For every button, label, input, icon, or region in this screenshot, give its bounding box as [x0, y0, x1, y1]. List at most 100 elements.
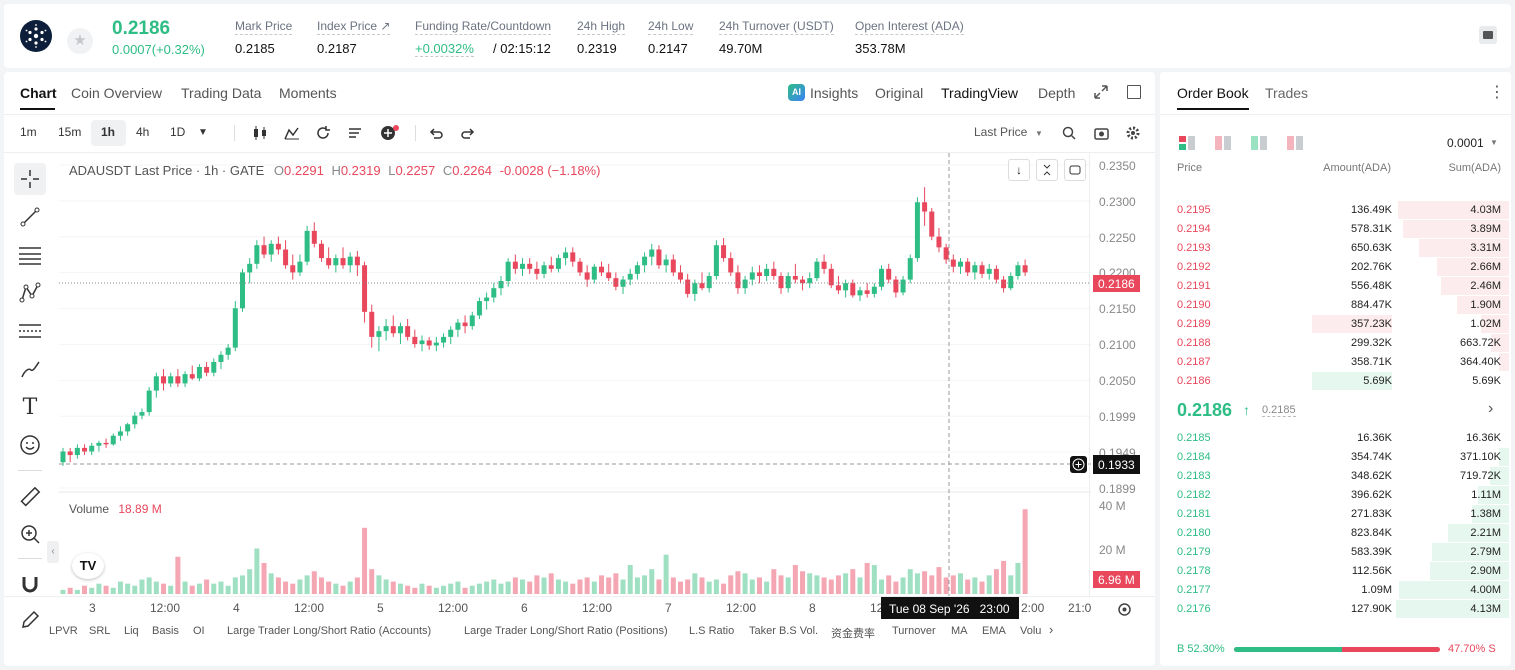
- view-split-icon[interactable]: [1287, 136, 1303, 150]
- interval-15m[interactable]: 15m: [58, 125, 82, 139]
- ob-mark-price[interactable]: 0.2185: [1262, 404, 1296, 417]
- ask-row[interactable]: 0.2186 5.69K 5.69K: [1164, 372, 1509, 391]
- funding-rate-value[interactable]: +0.0032%: [415, 41, 474, 57]
- axis-settings-icon[interactable]: [1117, 602, 1132, 622]
- bid-row[interactable]: 0.2178 112.56K 2.90M: [1164, 562, 1509, 581]
- funding-rate-label[interactable]: Funding Rate/Countdown: [415, 19, 552, 35]
- interval-dropdown-icon[interactable]: ▼: [198, 127, 208, 138]
- view-both-icon[interactable]: [1179, 136, 1195, 150]
- indicator-funding-rate[interactable]: 资金费率: [831, 628, 875, 640]
- ask-row[interactable]: 0.2192 202.76K 2.66M: [1164, 258, 1509, 277]
- indicator-volume[interactable]: Volu: [1020, 625, 1042, 637]
- indicator-turnover[interactable]: Turnover: [892, 625, 936, 637]
- ask-row[interactable]: 0.2187 358.71K 364.40K: [1164, 353, 1509, 372]
- tab-order-book[interactable]: Order Book: [1177, 85, 1249, 101]
- indicator-basis[interactable]: Basis: [152, 625, 179, 637]
- tab-coin-overview[interactable]: Coin Overview: [71, 85, 163, 101]
- tab-original[interactable]: Original: [875, 85, 924, 101]
- more-options-icon[interactable]: ⋮: [1489, 84, 1505, 101]
- ask-row[interactable]: 0.2195 136.49K 4.03M: [1164, 201, 1509, 220]
- price-type-select[interactable]: Last Price: [974, 125, 1028, 139]
- brush-tool-icon[interactable]: [14, 353, 46, 385]
- scroll-down-icon[interactable]: ↓: [1008, 159, 1030, 181]
- indicator-ls-accounts[interactable]: Large Trader Long/Short Ratio (Accounts): [227, 625, 432, 637]
- precision-dropdown-icon[interactable]: ▼: [1490, 138, 1498, 147]
- precision-select[interactable]: 0.0001: [1447, 136, 1484, 150]
- search-icon[interactable]: [1062, 126, 1076, 145]
- emoji-tool-icon[interactable]: [14, 429, 46, 461]
- tradingview-logo-icon[interactable]: TV: [72, 553, 104, 579]
- prediction-tool-icon[interactable]: [14, 315, 46, 347]
- indicator-taker-vol[interactable]: Taker B.S Vol.: [749, 625, 819, 637]
- view-bids-icon[interactable]: [1251, 136, 1267, 150]
- tab-depth[interactable]: Depth: [1038, 85, 1076, 101]
- bid-row[interactable]: 0.2183 348.62K 719.72K: [1164, 467, 1509, 486]
- view-asks-icon[interactable]: [1215, 136, 1231, 150]
- tab-trades[interactable]: Trades: [1265, 85, 1309, 101]
- templates-icon[interactable]: [347, 125, 363, 146]
- ask-row[interactable]: 0.2194 578.31K 3.89M: [1164, 220, 1509, 239]
- window-toggle-icon[interactable]: [1127, 85, 1141, 99]
- pencil-tool-icon[interactable]: [14, 605, 46, 635]
- ask-row[interactable]: 0.2193 650.63K 3.31M: [1164, 239, 1509, 258]
- indicator-srl[interactable]: SRL: [89, 625, 111, 637]
- indicator-ma[interactable]: MA: [951, 625, 968, 637]
- ask-row[interactable]: 0.2189 357.23K 1.02M: [1164, 315, 1509, 334]
- ask-row[interactable]: 0.2191 556.48K 2.46M: [1164, 277, 1509, 296]
- interval-4h[interactable]: 4h: [136, 125, 150, 139]
- settings-gear-icon[interactable]: [1126, 126, 1140, 145]
- price-type-dropdown-icon[interactable]: ▼: [1035, 129, 1043, 138]
- bid-row[interactable]: 0.2182 396.62K 1.11M: [1164, 486, 1509, 505]
- interval-1d[interactable]: 1D: [170, 125, 186, 139]
- bid-row[interactable]: 0.2176 127.90K 4.13M: [1164, 600, 1509, 619]
- tab-moments[interactable]: Moments: [279, 85, 337, 101]
- mark-price-label[interactable]: Mark Price: [235, 19, 293, 35]
- ask-row[interactable]: 0.2190 884.47K 1.90M: [1164, 296, 1509, 315]
- indicators-icon[interactable]: [284, 125, 300, 146]
- indicator-ls-ratio[interactable]: L.S Ratio: [689, 625, 735, 637]
- tab-trading-data[interactable]: Trading Data: [181, 85, 262, 101]
- collapse-icon[interactable]: [1036, 159, 1058, 181]
- ruler-tool-icon[interactable]: [14, 481, 46, 513]
- magnet-tool-icon[interactable]: [14, 568, 46, 600]
- zoom-in-icon[interactable]: [14, 518, 46, 550]
- bid-row[interactable]: 0.2185 16.36K 16.36K: [1164, 429, 1509, 448]
- collapse-toolbar-icon[interactable]: ‹: [47, 541, 59, 563]
- undo-icon[interactable]: [428, 125, 444, 146]
- indicator-oi[interactable]: OI: [193, 625, 205, 637]
- bid-row[interactable]: 0.2181 271.83K 1.38M: [1164, 505, 1509, 524]
- crosshair-tool-icon[interactable]: [14, 163, 46, 195]
- indicator-ema[interactable]: EMA: [982, 625, 1006, 637]
- index-price-label[interactable]: Index Price ↗: [317, 19, 391, 35]
- redo-icon[interactable]: [460, 125, 476, 146]
- add-crosshair-icon[interactable]: [1070, 456, 1087, 473]
- fib-tool-icon[interactable]: [14, 239, 46, 271]
- candle-type-icon[interactable]: [252, 125, 268, 146]
- tab-tradingview[interactable]: TradingView: [941, 85, 1019, 101]
- camera-icon[interactable]: [1094, 126, 1109, 145]
- text-tool-icon[interactable]: T: [22, 394, 38, 420]
- price-chart[interactable]: [59, 153, 1091, 597]
- expand-icon[interactable]: [1094, 85, 1108, 104]
- ob-more-chevron-icon[interactable]: ›: [1488, 400, 1494, 417]
- reset-chart-icon[interactable]: [1064, 159, 1086, 181]
- pattern-tool-icon[interactable]: [14, 277, 46, 309]
- bid-row[interactable]: 0.2177 1.09M 4.00M: [1164, 581, 1509, 600]
- bid-row[interactable]: 0.2179 583.39K 2.79M: [1164, 543, 1509, 562]
- indicator-liq[interactable]: Liq: [124, 625, 139, 637]
- indicator-ls-positions[interactable]: Large Trader Long/Short Ratio (Positions…: [464, 625, 668, 637]
- interval-1h[interactable]: 1h: [101, 125, 116, 139]
- interval-1m[interactable]: 1m: [20, 125, 37, 139]
- book-icon[interactable]: [1479, 26, 1497, 44]
- bid-row[interactable]: 0.2180 823.84K 2.21M: [1164, 524, 1509, 543]
- add-alert-icon[interactable]: [380, 124, 400, 147]
- trendline-tool-icon[interactable]: [14, 201, 46, 233]
- tab-chart[interactable]: Chart: [20, 85, 57, 101]
- tab-insights[interactable]: Insights: [810, 85, 859, 101]
- replay-icon[interactable]: [315, 125, 331, 146]
- ask-row[interactable]: 0.2188 299.32K 663.72K: [1164, 334, 1509, 353]
- bid-row[interactable]: 0.2184 354.74K 371.10K: [1164, 448, 1509, 467]
- indicators-next-icon[interactable]: ›: [1049, 622, 1054, 637]
- indicator-lpvr[interactable]: LPVR: [49, 625, 78, 637]
- favorite-star-icon[interactable]: ★: [67, 28, 93, 54]
